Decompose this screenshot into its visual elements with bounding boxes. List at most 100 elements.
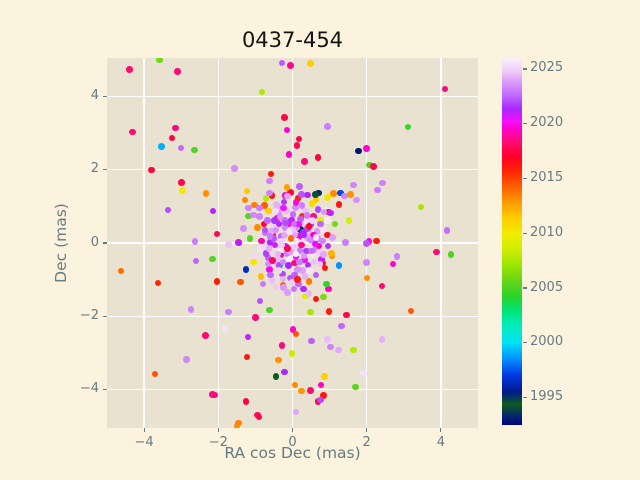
scatter-point bbox=[156, 58, 163, 64]
scatter-point bbox=[129, 128, 136, 136]
scatter-point bbox=[378, 336, 386, 343]
scatter-point bbox=[291, 231, 299, 239]
scatter-point bbox=[187, 306, 195, 313]
scatter-point bbox=[266, 233, 274, 240]
scatter-point bbox=[292, 408, 300, 416]
scatter-point bbox=[308, 247, 315, 255]
scatter-point bbox=[293, 224, 301, 232]
scatter-point bbox=[301, 256, 308, 264]
scatter-point bbox=[267, 271, 274, 279]
scatter-point bbox=[264, 254, 272, 261]
scatter-point bbox=[257, 273, 265, 280]
scatter-point bbox=[327, 209, 334, 217]
scatter-point bbox=[282, 219, 289, 227]
scatter-point bbox=[284, 192, 291, 200]
scatter-point bbox=[262, 229, 269, 237]
scatter-point bbox=[295, 233, 303, 240]
scatter-point bbox=[363, 274, 371, 282]
scatter-point bbox=[261, 202, 268, 209]
scatter-point bbox=[305, 278, 313, 285]
scatter-point bbox=[298, 191, 305, 198]
scatter-point bbox=[433, 248, 440, 256]
scatter-point bbox=[303, 247, 310, 255]
scatter-point bbox=[281, 224, 289, 231]
scatter-point bbox=[278, 59, 286, 67]
scatter-point bbox=[296, 247, 304, 254]
scatter-point bbox=[261, 226, 269, 234]
scatter-point bbox=[307, 387, 314, 394]
colorbar-tick-mark bbox=[523, 177, 527, 180]
scatter-point bbox=[264, 260, 272, 268]
scatter-point bbox=[325, 285, 332, 293]
scatter-point bbox=[319, 226, 327, 234]
y-tick-label: −2 bbox=[79, 307, 99, 323]
scatter-point bbox=[305, 223, 313, 230]
scatter-point bbox=[337, 189, 344, 197]
scatter-point bbox=[287, 235, 295, 242]
scatter-point bbox=[272, 226, 280, 234]
scatter-point bbox=[324, 336, 331, 343]
scatter-point bbox=[307, 236, 314, 244]
scatter-point bbox=[292, 330, 300, 338]
scatter-point bbox=[272, 207, 279, 214]
scatter-point bbox=[290, 244, 297, 251]
scatter-point bbox=[283, 126, 291, 134]
scatter-point bbox=[341, 192, 348, 200]
scatter-point bbox=[296, 258, 303, 266]
scatter-point bbox=[324, 194, 331, 201]
scatter-point bbox=[324, 123, 331, 130]
scatter-point bbox=[158, 143, 165, 150]
scatter-point bbox=[313, 228, 321, 235]
y-tick-mark bbox=[103, 315, 107, 317]
scatter-point bbox=[126, 66, 133, 73]
scatter-point bbox=[233, 422, 241, 428]
scatter-point bbox=[314, 206, 322, 213]
scatter-point bbox=[245, 204, 252, 212]
scatter-point bbox=[267, 170, 275, 177]
scatter-point bbox=[407, 307, 415, 315]
scatter-point bbox=[213, 230, 221, 238]
scatter-point bbox=[177, 144, 185, 152]
scatter-point bbox=[271, 217, 278, 224]
scatter-point bbox=[168, 134, 176, 142]
x-tick-mark bbox=[217, 428, 219, 432]
scatter-point bbox=[308, 337, 315, 345]
scatter-point bbox=[319, 237, 326, 245]
scatter-point bbox=[363, 240, 370, 247]
scatter-point bbox=[305, 290, 313, 297]
scatter-point bbox=[256, 297, 264, 305]
scatter-point bbox=[292, 199, 300, 206]
scatter-point bbox=[202, 332, 209, 339]
scatter-point bbox=[285, 256, 293, 263]
scatter-point bbox=[294, 266, 301, 273]
scatter-point bbox=[289, 211, 297, 218]
scatter-point bbox=[281, 114, 288, 121]
scatter-point bbox=[288, 217, 295, 224]
x-tick-label: 4 bbox=[436, 435, 446, 450]
scatter-point bbox=[306, 267, 313, 274]
scatter-point bbox=[304, 191, 311, 199]
scatter-point bbox=[373, 237, 380, 245]
y-tick-mark bbox=[103, 242, 107, 244]
scatter-point bbox=[301, 273, 309, 280]
scatter-point bbox=[324, 217, 331, 224]
scatter-point bbox=[258, 88, 266, 96]
scatter-point bbox=[246, 235, 254, 242]
scatter-point bbox=[265, 207, 272, 214]
y-gridline bbox=[107, 95, 478, 98]
scatter-point bbox=[350, 346, 357, 354]
scatter-point bbox=[277, 246, 285, 253]
scatter-point bbox=[327, 343, 334, 351]
scatter-point bbox=[312, 191, 319, 198]
scatter-point bbox=[378, 282, 386, 290]
scatter-point bbox=[304, 261, 312, 269]
scatter-point bbox=[271, 241, 279, 249]
scatter-point bbox=[308, 200, 316, 207]
scatter-point bbox=[370, 163, 377, 170]
colorbar-tick-label: 2015 bbox=[530, 170, 564, 185]
scatter-point bbox=[320, 392, 327, 399]
scatter-point bbox=[280, 198, 288, 206]
scatter-point bbox=[417, 203, 425, 211]
scatter-point bbox=[289, 226, 297, 234]
scatter-point bbox=[293, 142, 301, 149]
